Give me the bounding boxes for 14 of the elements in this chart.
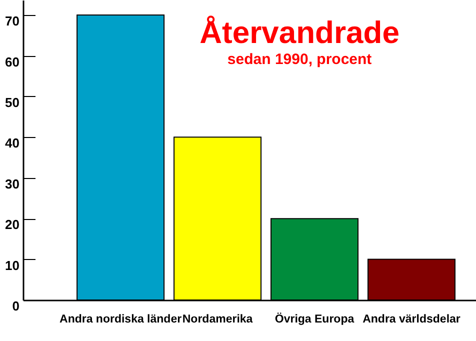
y-tick-label: 20 (5, 217, 20, 232)
x-tick-label: Övriga Europa (274, 312, 355, 326)
x-tick-label: Nordamerika (182, 314, 254, 326)
text: sedan 1990, procent (227, 51, 372, 68)
x-tick-label: Andra nordiska länder (60, 314, 182, 326)
text: Återvandrade (200, 15, 400, 50)
y-tick-label: 70 (5, 14, 20, 29)
y-tick-label: 40 (5, 136, 20, 151)
x-tick-label: Andra världsdelar (362, 314, 461, 326)
y-tick-label: 50 (5, 94, 20, 110)
y-tick-label: 10 (5, 258, 20, 273)
y-tick-label: 0 (12, 298, 20, 314)
y-tick-label: 30 (5, 176, 20, 192)
y-tick-label: 60 (5, 54, 20, 70)
